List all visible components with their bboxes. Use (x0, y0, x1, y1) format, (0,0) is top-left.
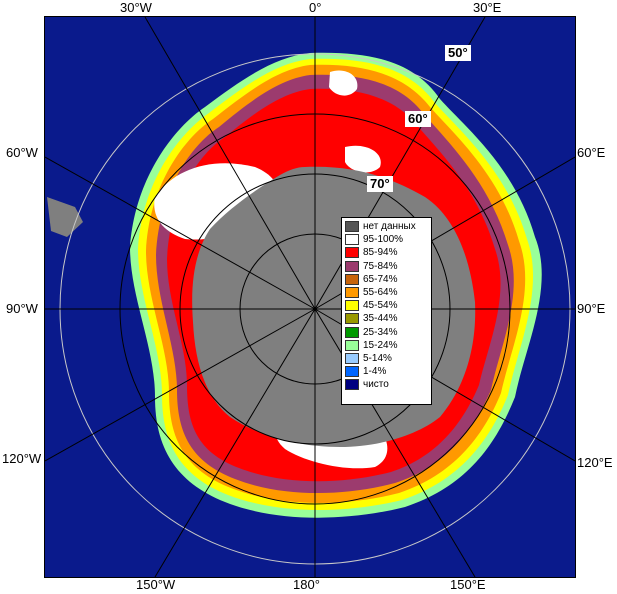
legend-swatch (345, 379, 359, 391)
legend-label: 35-44% (363, 313, 398, 325)
legend-item: 75-84% (345, 260, 428, 273)
legend-item: чисто (345, 378, 428, 391)
legend-label: чисто (363, 379, 389, 391)
legend-item: 35-44% (345, 312, 428, 325)
lon-label-bottom-150w: 150°W (136, 577, 176, 592)
legend-item: 85-94% (345, 246, 428, 259)
lon-label-top-0: 0° (309, 0, 322, 15)
lat-label-60: 60° (405, 111, 431, 127)
lon-label-right-90e: 90°E (577, 301, 606, 316)
legend-label: 25-34% (363, 326, 398, 338)
legend-item: 1-4% (345, 365, 428, 378)
legend-swatch (345, 247, 359, 259)
legend-label: 55-64% (363, 287, 398, 299)
antarctica-land (192, 166, 476, 447)
map-frame: 50° 60° 70° (44, 16, 576, 578)
legend-label: нет данных (363, 221, 416, 233)
lon-label-left-90w: 90°W (6, 301, 38, 316)
lat-label-70: 70° (367, 176, 393, 192)
legend-swatch (345, 273, 359, 285)
ice-patch-95-100-east (345, 145, 381, 173)
lon-label-top-30e: 30°E (473, 0, 502, 15)
legend-swatch (345, 287, 359, 299)
legend-item: 5-14% (345, 352, 428, 365)
lat-label-50: 50° (445, 45, 471, 61)
legend-item: 65-74% (345, 273, 428, 286)
legend-item: 45-54% (345, 299, 428, 312)
lon-label-bottom-150e: 150°E (450, 577, 486, 592)
lon-label-right-60e: 60°E (577, 145, 606, 160)
lon-label-left-60w: 60°W (6, 145, 38, 160)
legend-swatch (345, 234, 359, 246)
legend-swatch (345, 366, 359, 378)
legend-item: нет данных (345, 220, 428, 233)
legend-swatch (345, 326, 359, 338)
legend-label: 45-54% (363, 300, 398, 312)
legend-label: 65-74% (363, 273, 398, 285)
legend-item: 95-100% (345, 233, 428, 246)
legend-label: 1-4% (363, 366, 387, 378)
legend-swatch (345, 300, 359, 312)
sea-ice-map (45, 17, 575, 577)
lon-label-left-120w: 120°W (2, 451, 42, 466)
legend-item: 25-34% (345, 326, 428, 339)
legend-swatch (345, 352, 359, 364)
legend-label: 85-94% (363, 247, 398, 259)
lon-label-top-30w: 30°W (120, 0, 152, 15)
legend-swatch (345, 260, 359, 272)
legend: нет данных 95-100% 85-94% 75-84% 65-74% 55-64… (341, 217, 432, 405)
legend-swatch (345, 221, 359, 233)
lon-label-bottom-180: 180° (293, 577, 320, 592)
legend-label: 5-14% (363, 352, 392, 364)
ice-patch-95-100-north (329, 70, 358, 96)
legend-label: 15-24% (363, 339, 398, 351)
legend-swatch (345, 339, 359, 351)
legend-item: 15-24% (345, 339, 428, 352)
legend-swatch (345, 313, 359, 325)
legend-item: 55-64% (345, 286, 428, 299)
legend-label: 75-84% (363, 260, 398, 272)
lon-label-right-120e: 120°E (577, 455, 613, 470)
legend-label: 95-100% (363, 234, 404, 246)
